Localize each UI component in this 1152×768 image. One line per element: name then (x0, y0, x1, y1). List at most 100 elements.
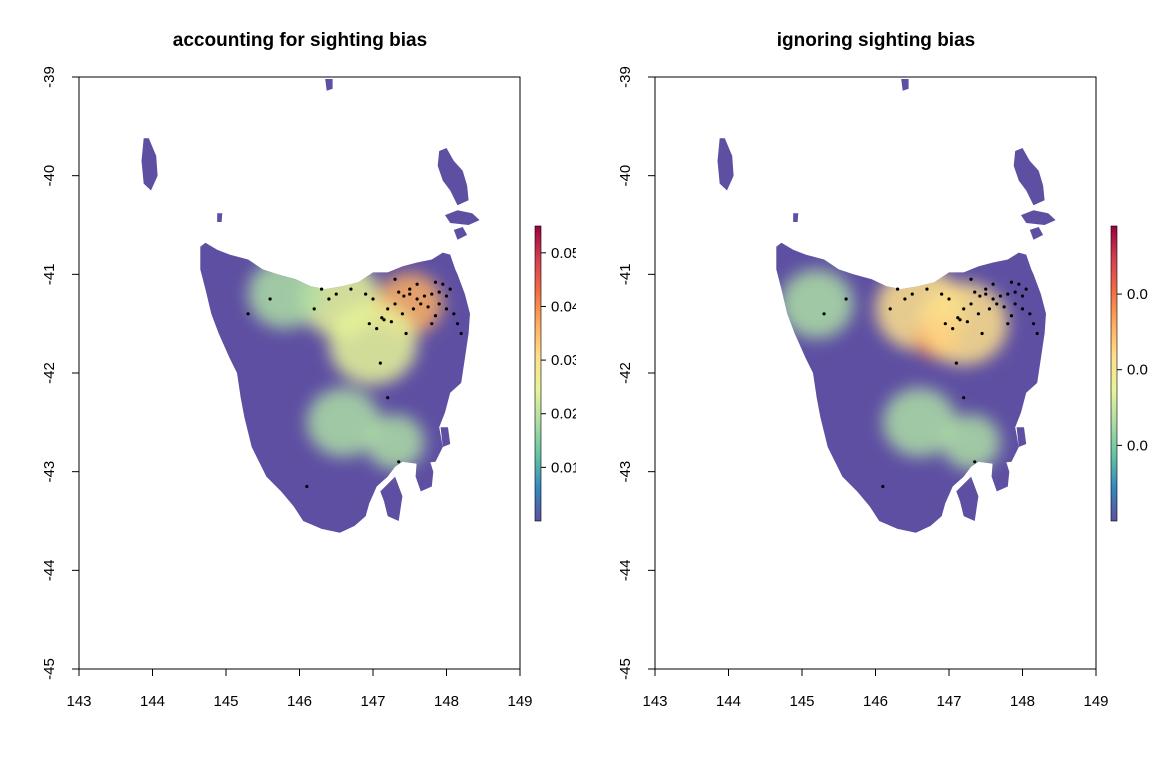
sighting-point (426, 305, 430, 309)
map-panel-left: accounting for sighting bias 143 144 145 14… (41, 30, 576, 710)
sighting-point (1028, 312, 1032, 316)
x-tick-label: 145 (213, 693, 238, 710)
x-tick-label: 147 (936, 693, 961, 710)
intensity-hotspot (328, 301, 418, 385)
y-tick-label: -44 (41, 559, 58, 581)
colorbar-label: 0.0 (1127, 286, 1148, 303)
intensity-hotspot (306, 387, 381, 457)
sighting-point (386, 396, 390, 400)
sighting-point (364, 292, 368, 296)
colorbar-label: 0.02 (551, 406, 576, 423)
sighting-point (371, 297, 375, 301)
sighting-point (925, 287, 929, 291)
sighting-point (433, 280, 438, 284)
sighting-point (437, 302, 441, 306)
sighting-point (980, 331, 984, 336)
sighting-point (973, 460, 977, 464)
x-tick-label: 146 (287, 693, 312, 710)
sighting-point (419, 302, 423, 306)
sighting-point (976, 312, 980, 316)
island-land (901, 79, 909, 91)
sighting-point (389, 320, 393, 324)
y-tick-label: -39 (41, 66, 58, 88)
sighting-point (411, 307, 416, 311)
sighting-point (947, 297, 951, 301)
sighting-point (408, 292, 412, 296)
sighting-point (962, 396, 966, 400)
sighting-point (349, 287, 353, 291)
x-tick-label: 143 (66, 693, 91, 710)
island-land (380, 476, 403, 521)
island-land (415, 454, 434, 492)
sighting-point (973, 290, 977, 294)
island-land (325, 79, 333, 91)
y-tick-label: -42 (41, 362, 58, 384)
sighting-point (1024, 287, 1028, 291)
sighting-point (430, 322, 434, 326)
sighting-point (305, 484, 309, 489)
sighting-point (415, 282, 419, 286)
island-land (1016, 427, 1027, 447)
sighting-point (1017, 282, 1021, 286)
sighting-point (393, 277, 397, 281)
island-land (1029, 227, 1044, 240)
y-tick-label: -41 (617, 263, 634, 285)
x-tick-label: 149 (1083, 693, 1108, 710)
sighting-point (1009, 280, 1014, 284)
sighting-point (1002, 305, 1006, 309)
sighting-point (958, 318, 962, 322)
intensity-hotspot (248, 259, 322, 329)
sighting-point (962, 307, 966, 311)
x-tick-label: 145 (789, 693, 814, 710)
x-tick-label: 147 (360, 693, 385, 710)
colorbar-label: 0.01 (551, 459, 576, 476)
sighting-point (822, 312, 826, 316)
y-tick-label: -41 (41, 263, 58, 285)
sighting-point (991, 282, 995, 286)
sighting-point (448, 287, 452, 291)
sighting-point (452, 312, 456, 316)
sighting-point (408, 287, 412, 291)
sighting-point (312, 307, 316, 311)
sighting-point (998, 294, 1003, 298)
intensity-hotspot (365, 414, 425, 470)
intensity-hotspot (919, 282, 1008, 366)
sighting-point (881, 484, 885, 489)
x-tick-label: 148 (434, 693, 459, 710)
island-land (445, 210, 480, 225)
colorbar (534, 225, 542, 522)
sighting-point (375, 327, 379, 331)
sighting-point (404, 331, 408, 336)
island-land (793, 213, 799, 222)
x-tick-label: 144 (140, 693, 165, 710)
sighting-point (888, 307, 892, 311)
sighting-point (441, 282, 445, 286)
colorbar-label: 0.0 (1127, 437, 1148, 454)
colorbar-label: 0.04 (551, 298, 576, 315)
sighting-point (1009, 314, 1014, 318)
sighting-point (1006, 322, 1010, 326)
sighting-point (1006, 292, 1010, 296)
x-tick-label: 149 (507, 693, 532, 710)
sighting-point (430, 292, 434, 296)
sighting-point (943, 322, 947, 326)
sighting-point (895, 287, 900, 291)
island-land (453, 227, 468, 240)
y-tick-label: -42 (617, 362, 634, 384)
map-title: accounting for sighting bias (172, 30, 428, 51)
island-land (440, 427, 451, 447)
sighting-point (978, 294, 982, 298)
sighting-point (991, 297, 995, 301)
sighting-point (402, 294, 406, 298)
island-land (717, 138, 734, 191)
sighting-point (995, 302, 999, 306)
x-tick-label: 143 (642, 693, 667, 710)
sighting-point (1035, 331, 1039, 336)
island-land (437, 148, 469, 206)
sighting-point (444, 294, 449, 298)
island-land (141, 138, 158, 191)
sighting-point (969, 277, 973, 281)
sighting-point (965, 320, 969, 324)
sighting-point (1020, 307, 1025, 311)
sighting-point (334, 292, 338, 296)
